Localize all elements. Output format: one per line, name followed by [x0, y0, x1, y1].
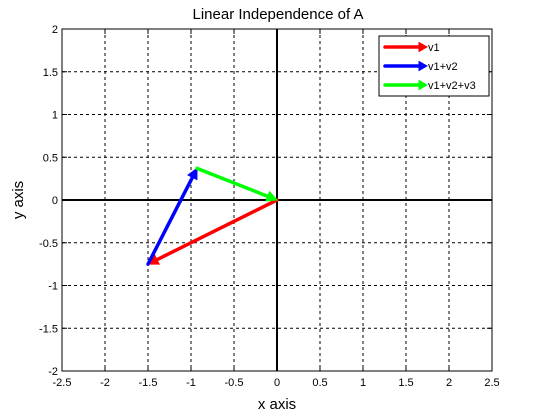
legend-item: v1 — [383, 41, 440, 54]
legend: v1 v1+v2 v1+v2+v3 — [378, 35, 490, 97]
legend-swatch — [383, 79, 429, 91]
y-tick-label: -0.5 — [39, 238, 58, 250]
tick-labels: -2.5 -2 -1.5 -1 -0.5 0 0.5 1 1.5 2 2.5-2-1.5-1-0.5… — [39, 24, 500, 389]
legend-item: v1+v2+v3 — [383, 79, 476, 92]
x-tick-label: 0 — [274, 377, 280, 389]
plot-frame — [61, 28, 493, 372]
x-tick-label: 2.5 — [484, 377, 499, 389]
legend-swatch — [383, 41, 429, 53]
x-tick-label: -0.5 — [225, 377, 244, 389]
vector-arrow-3 — [195, 166, 279, 202]
y-axis-label: y axis — [10, 181, 27, 219]
legend-swatch — [383, 60, 429, 72]
legend-label: v1+v2+v3 — [428, 80, 476, 92]
y-tick-label: 0 — [52, 195, 58, 207]
legend-item: v1+v2 — [383, 60, 458, 73]
vector-arrow-2 — [146, 167, 198, 266]
vector-arrows — [146, 166, 279, 266]
y-tick-label: -2 — [48, 366, 58, 378]
x-tick-label: -1 — [186, 377, 196, 389]
y-tick-label: 1 — [52, 110, 58, 122]
y-tick-label: 1.5 — [43, 67, 58, 79]
x-axis-label: x axis — [258, 396, 296, 413]
y-tick-label: -1.5 — [39, 323, 58, 335]
x-tick-label: -2.5 — [53, 377, 72, 389]
x-tick-label: 0.5 — [312, 377, 327, 389]
y-tick-label: 0.5 — [43, 152, 58, 164]
x-tick-label: 1.5 — [398, 377, 413, 389]
x-tick-label: 2 — [446, 377, 452, 389]
x-tick-label: 1 — [360, 377, 366, 389]
y-tick-label: -1 — [48, 281, 58, 293]
legend-label: v1 — [428, 42, 440, 54]
legend-label: v1+v2 — [428, 61, 458, 73]
chart-title: Linear Independence of A — [193, 6, 364, 23]
x-tick-label: -2 — [100, 377, 110, 389]
y-tick-label: 2 — [52, 24, 58, 36]
x-tick-label: -1.5 — [139, 377, 158, 389]
